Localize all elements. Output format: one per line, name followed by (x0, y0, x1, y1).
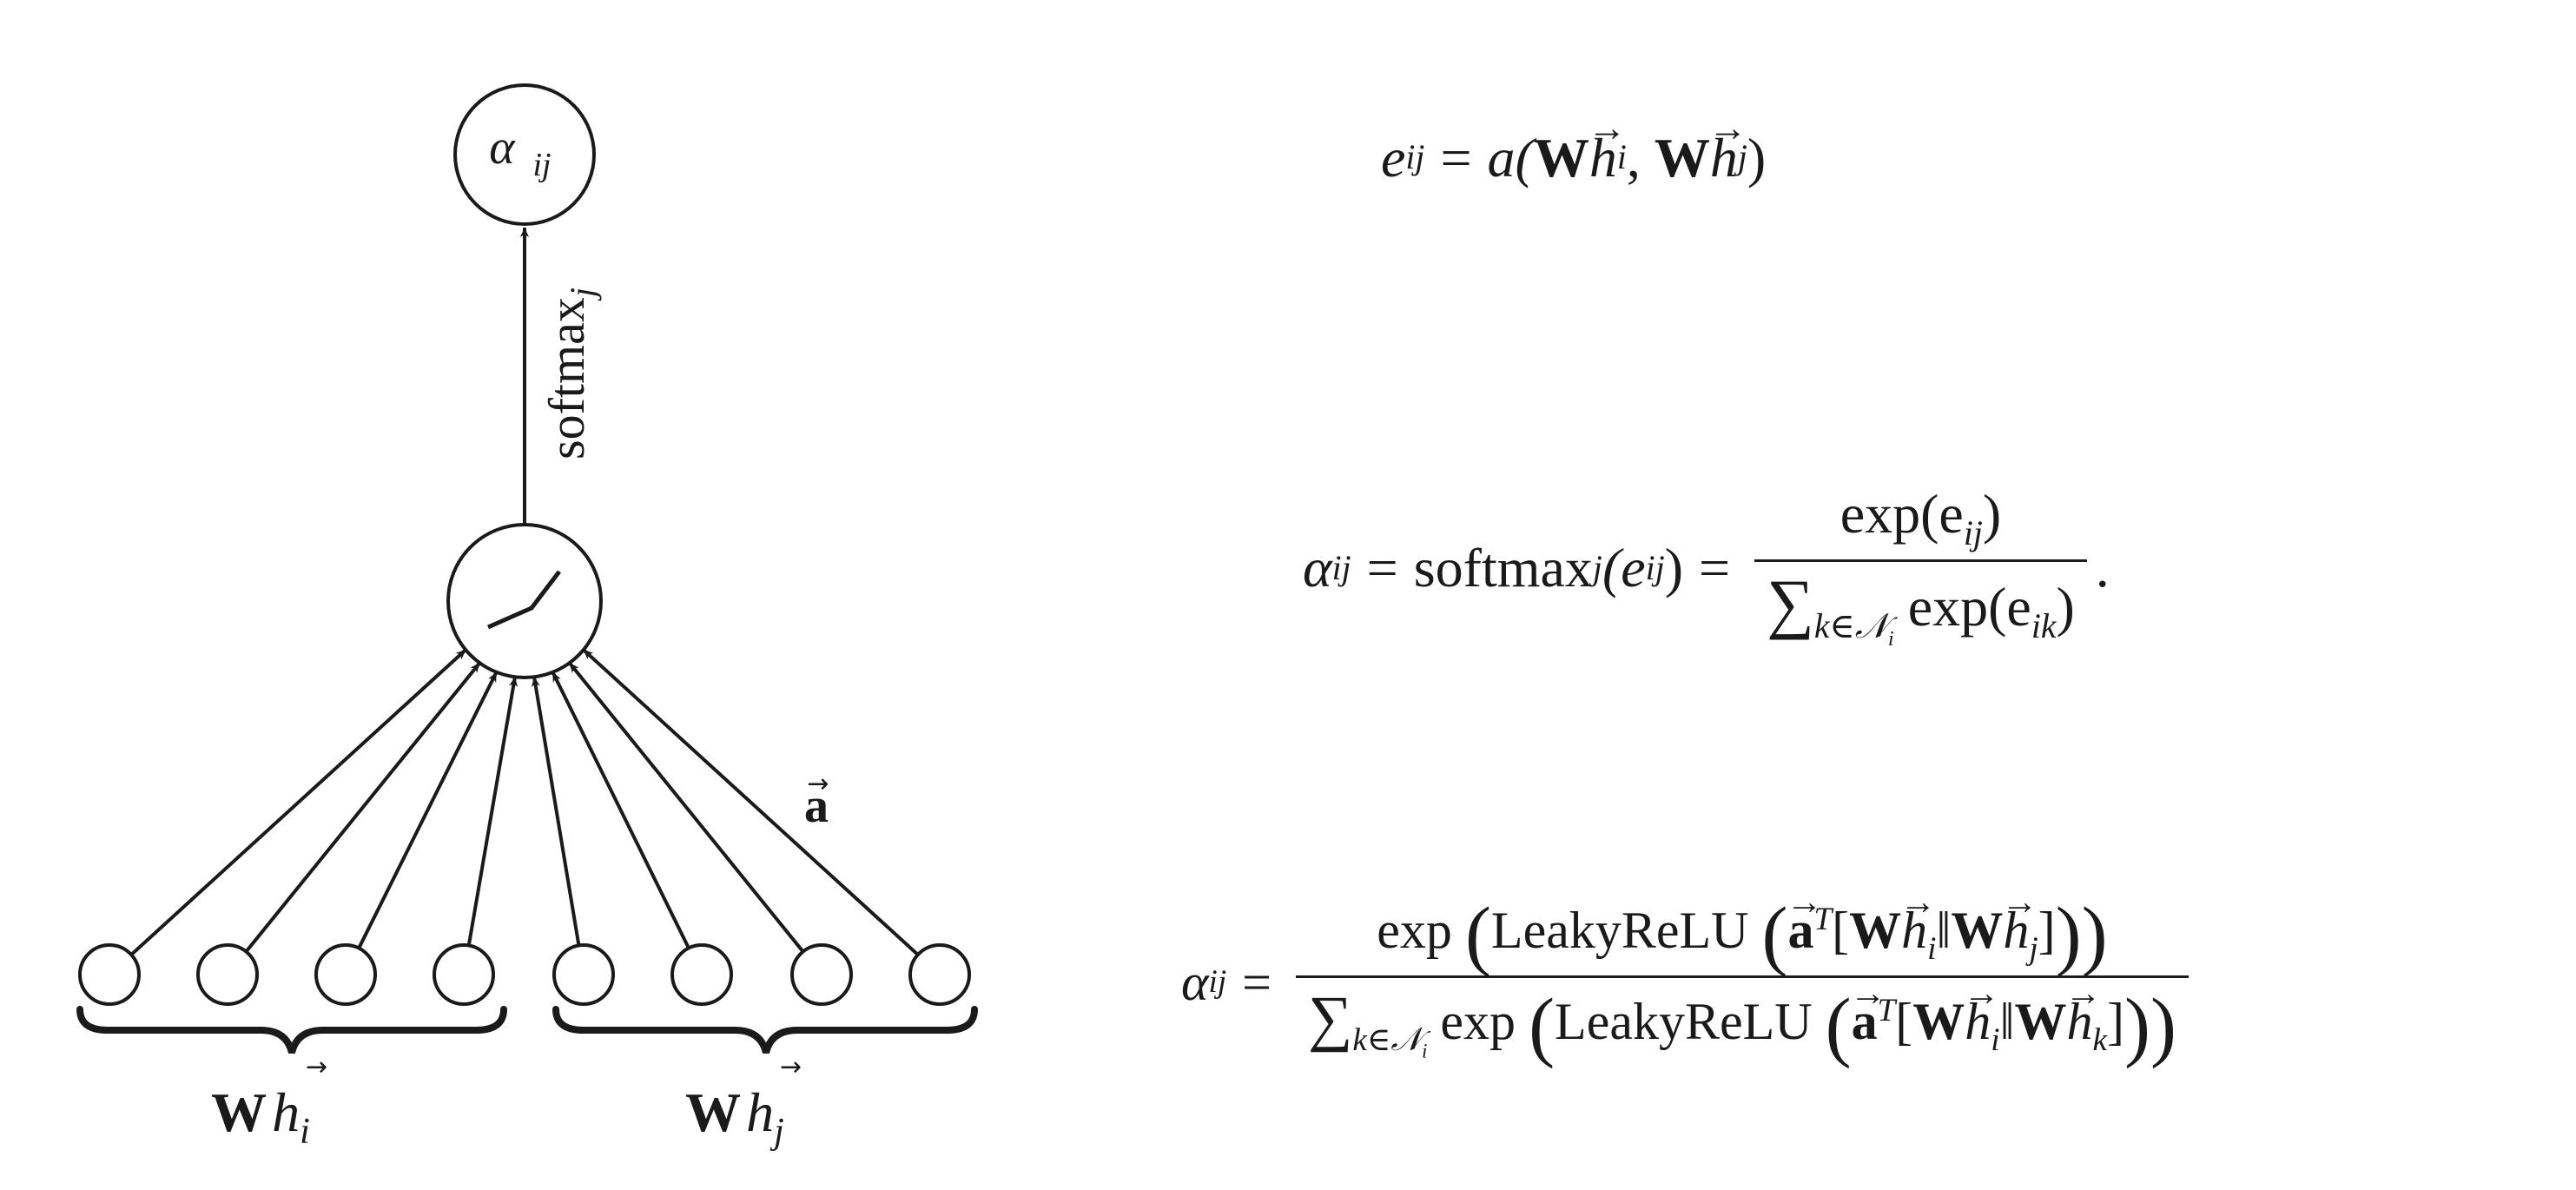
eq2-softmax-sub: j (1592, 548, 1602, 587)
input-edge (244, 661, 481, 953)
eq2-arg-close: ) (1664, 537, 1684, 599)
eq2-arg: (e (1602, 537, 1646, 599)
input-edges (129, 648, 920, 956)
equations-panel: eij = a( Whi , Whj ) αij = softmaxj (eij… (1086, 0, 2576, 1190)
leakyrelu-node (446, 523, 603, 679)
input-node (78, 943, 141, 1006)
eq2-numerator: exp(eij) (1840, 483, 2002, 552)
equation-1: eij = a( Whi , Whj ) (1381, 130, 1766, 186)
eq3-denominator: ∑k∈𝒩i exp (LeakyReLU (aT[Whi‖Whk])) (1296, 975, 2189, 1066)
input-edge (582, 648, 920, 956)
eq2-denominator: ∑k∈𝒩i exp(eik) (1754, 559, 2087, 650)
eq1-comma: , (1626, 127, 1655, 188)
a-vector-label: a (804, 779, 829, 833)
input-edge (531, 676, 581, 946)
eq3-equals: = (1242, 953, 1272, 1011)
input-node (790, 943, 853, 1006)
leakyrelu-curve-icon (486, 570, 561, 630)
input-edge (551, 671, 690, 949)
eq3-numerator: exp (LeakyReLU (aT[Whi‖Whj])) (1364, 896, 2119, 975)
eq1-close: ) (1747, 127, 1767, 188)
input-nodes (78, 943, 971, 1006)
alpha-output-node (453, 83, 596, 226)
right-group-brace (552, 1006, 978, 1054)
eq2-lhs-sub: ij (1331, 548, 1351, 587)
softmax-label: softmaxj (538, 288, 602, 459)
eq2-softmax: softmax (1413, 537, 1593, 599)
eq1-equals: = (1440, 127, 1472, 188)
input-node (908, 943, 971, 1006)
eq1-lhs-sub: ij (1405, 138, 1425, 177)
input-node (552, 943, 615, 1006)
eq2-equals2: = (1699, 537, 1731, 599)
equation-2: α ij = softmax j (e ij) = exp(eij) ∑k∈𝒩i ex… (1303, 486, 2110, 651)
eq2-period: . (2095, 537, 2110, 599)
attention-diagram: α ij softmaxj a → Whi → Whj → (76, 83, 978, 1152)
equation-3: αij = exp (LeakyReLU (aT[Whi‖Whj])) ∑k∈𝒩… (1181, 896, 2197, 1066)
input-node (196, 943, 259, 1006)
eq1-fn: a( (1487, 127, 1534, 188)
input-node (670, 943, 733, 1006)
eq1-W2: W (1654, 127, 1710, 188)
input-edge (466, 676, 519, 946)
alpha-output-label: α (489, 121, 516, 175)
right-group-vec-icon: → (780, 1052, 802, 1082)
eq1-lhs: e (1381, 127, 1406, 188)
right-group-label: Whj (685, 1081, 784, 1152)
eq2-equals: = (1366, 537, 1398, 599)
eq1-h2: h (1710, 130, 1738, 186)
eq1-sub2: j (1737, 138, 1747, 177)
eq1-sub1: i (1616, 138, 1627, 177)
input-node (433, 943, 495, 1006)
eq1-h1: h (1589, 130, 1617, 186)
alpha-output-sub: ij (532, 147, 551, 183)
eq3-lhs: α (1181, 953, 1209, 1011)
input-edge (568, 661, 805, 953)
a-vector-arrow-icon: → (807, 769, 829, 799)
left-group-vec-icon: → (306, 1052, 327, 1082)
eq2-fraction: exp(eij) ∑k∈𝒩i exp(eik) (1754, 486, 2087, 651)
left-group-label: Whi (211, 1081, 310, 1152)
eq2-lhs: α (1303, 537, 1332, 599)
eq3-lhs-sub: ij (1208, 964, 1227, 1001)
eq1-W1: W (1533, 127, 1589, 188)
eq3-fraction: exp (LeakyReLU (aT[Whi‖Whj])) ∑k∈𝒩i exp … (1296, 896, 2189, 1066)
left-group-brace (76, 1006, 507, 1054)
input-node (314, 943, 377, 1006)
eq2-arg-sub: ij (1645, 548, 1665, 587)
input-edge (129, 648, 467, 956)
input-edge (357, 671, 499, 949)
